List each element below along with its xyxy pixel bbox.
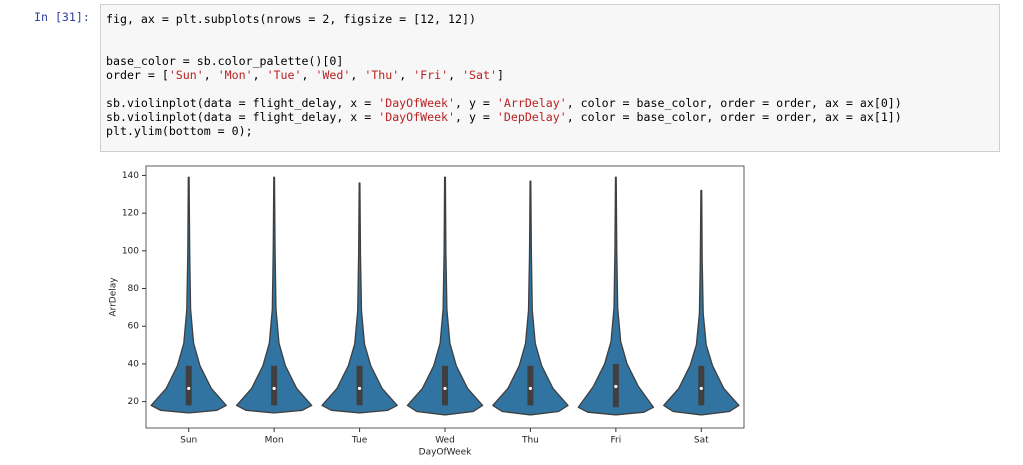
x-tick-label: Wed — [435, 436, 455, 446]
median — [357, 386, 362, 391]
code-line: base_color = sb.color_palette()[0] — [106, 54, 343, 68]
code-token: , — [399, 68, 414, 82]
code-token: sb.violinplot(data = flight_delay, x = — [106, 110, 379, 124]
code-token: , y = — [455, 110, 497, 124]
violin — [150, 176, 227, 414]
x-axis-label: DayOfWeek — [419, 448, 472, 458]
code-token: base_color = sb.color_palette()[0] — [106, 54, 344, 68]
code-token: 'Wed' — [315, 68, 351, 82]
x-tick-label: Sat — [694, 436, 709, 446]
code-token: 'Mon' — [217, 68, 253, 82]
code-token: , — [252, 68, 267, 82]
code-cell[interactable] — [100, 4, 1000, 152]
y-tick-label: 120 — [122, 209, 139, 219]
y-tick-label: 60 — [128, 322, 140, 332]
code-token: , y = — [455, 96, 497, 110]
code-token: 'Sat' — [462, 68, 497, 82]
median — [187, 386, 191, 391]
x-tick-label: Mon — [265, 436, 284, 446]
violin — [663, 189, 740, 416]
code-token: , — [350, 68, 365, 82]
median — [443, 386, 447, 391]
code-token: , — [203, 68, 218, 82]
median — [272, 386, 276, 391]
code-line: plt.ylim(bottom = 0); — [106, 124, 253, 138]
median — [614, 384, 618, 389]
code-token: , — [448, 68, 463, 82]
code-token: order = [ — [106, 68, 169, 82]
code-token: ] — [496, 68, 504, 82]
x-tick-label: Sun — [180, 436, 197, 446]
code-line: sb.violinplot(data = flight_delay, x = '… — [106, 96, 902, 110]
y-tick-label: 20 — [128, 397, 140, 407]
code-token: plt.ylim(bottom = 0); — [106, 124, 253, 138]
code-token: fig, ax = plt.subplots(nrows = 2, figsiz… — [106, 12, 476, 26]
code-token: 'DepDelay' — [496, 110, 567, 124]
code-token: sb.violinplot(data = flight_delay, x = — [106, 96, 379, 110]
code-token: 'DayOfWeek' — [378, 110, 456, 124]
code-token: , color = base_color, order = order, ax … — [566, 110, 902, 124]
code-token: 'Tue' — [266, 68, 302, 82]
y-tick-label: 40 — [128, 359, 140, 369]
violin — [577, 176, 655, 416]
box — [527, 365, 534, 406]
y-tick-label: 140 — [122, 171, 139, 181]
x-tick-label: Fri — [610, 436, 621, 446]
violin — [492, 180, 569, 416]
x-tick-label: Tue — [351, 436, 368, 446]
code-token: 'Thu' — [364, 68, 400, 82]
violin — [235, 176, 313, 414]
code-line: order = ['Sun', 'Mon', 'Tue', 'Wed', 'Th… — [106, 68, 504, 82]
code-token: 'Sun' — [168, 68, 204, 82]
box — [356, 365, 363, 406]
code-token: 'Fri' — [413, 68, 449, 82]
cell-prompt: In [31]: — [34, 10, 90, 24]
box — [698, 365, 705, 406]
code-token: , color = base_color, order = order, ax … — [566, 96, 902, 110]
y-tick-label: 80 — [128, 284, 140, 294]
median — [699, 386, 703, 391]
violin — [406, 176, 484, 416]
box — [271, 365, 278, 406]
y-tick-label: 100 — [122, 246, 139, 256]
code-token: , — [301, 68, 316, 82]
x-tick-label: Thu — [521, 436, 539, 446]
code-token: 'ArrDelay' — [496, 96, 567, 110]
box — [442, 365, 448, 406]
code-line: fig, ax = plt.subplots(nrows = 2, figsiz… — [106, 12, 476, 26]
code-token: 'DayOfWeek' — [378, 96, 456, 110]
violin — [321, 182, 398, 414]
median — [528, 386, 533, 391]
code-line: sb.violinplot(data = flight_delay, x = '… — [106, 110, 902, 124]
box — [185, 365, 192, 406]
y-axis-label: ArrDelay — [109, 277, 119, 317]
